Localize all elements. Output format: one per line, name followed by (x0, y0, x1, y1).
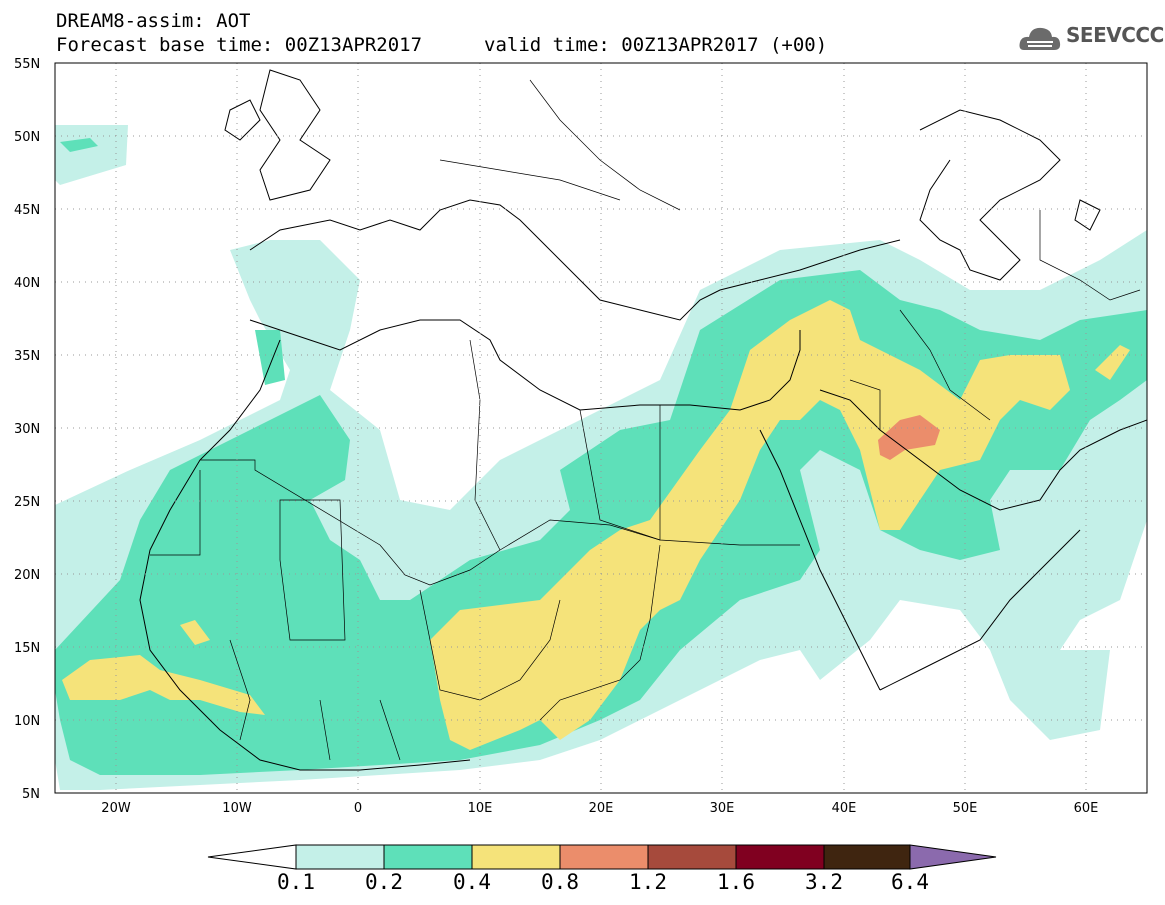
valid-time: valid time: 00Z13APR2017 (+00) (484, 34, 828, 56)
colorbar-swatch (295, 844, 385, 870)
y-tick: 40N (14, 276, 40, 291)
x-tick: 0 (354, 801, 362, 816)
colorbar-label: 1.6 (717, 870, 755, 894)
y-tick: 30N (14, 422, 40, 437)
y-tick: 10N (14, 714, 40, 729)
y-tick-labels: 55N 50N 45N 40N 35N 30N 25N 20N 15N 10N … (14, 57, 40, 802)
y-tick: 5N (22, 787, 40, 802)
x-tick: 10W (222, 801, 252, 816)
seevccc-logo: SEEVCCC (1066, 23, 1164, 47)
y-tick: 35N (14, 349, 40, 364)
x-tick: 20E (589, 801, 614, 816)
map-frame (54, 62, 1148, 794)
x-tick: 20W (101, 801, 131, 816)
colorbar-label: 0.4 (453, 870, 491, 894)
y-tick: 50N (14, 130, 40, 145)
lat-lon-grid (55, 63, 1147, 793)
x-tick: 30E (710, 801, 735, 816)
y-tick: 20N (14, 568, 40, 583)
colorbar-swatch (471, 844, 561, 870)
colorbar-swatch (735, 844, 825, 870)
map-title: DREAM8-assim: AOT (56, 10, 251, 32)
aot-field (55, 125, 1147, 790)
x-tick: 10E (468, 801, 493, 816)
y-tick: 45N (14, 203, 40, 218)
colorbar-label: 1.2 (629, 870, 667, 894)
colorbar-swatch (383, 844, 473, 870)
colorbar-under-arrow (207, 844, 297, 870)
cloud-icon (1019, 27, 1061, 50)
y-tick: 15N (14, 641, 40, 656)
forecast-base-time: Forecast base time: 00Z13APR2017 (56, 34, 423, 56)
colorbar-swatch (559, 844, 649, 870)
colorbar-label: 0.1 (277, 870, 315, 894)
x-tick: 60E (1074, 801, 1099, 816)
aot-band-0.4 (62, 300, 1130, 750)
colorbar-swatch (647, 844, 737, 870)
colorbar-over-arrow (909, 844, 997, 870)
colorbar-label: 0.8 (541, 870, 579, 894)
colorbar (207, 844, 997, 870)
x-tick: 40E (832, 801, 857, 816)
colorbar-label: 6.4 (891, 870, 929, 894)
y-tick: 55N (14, 57, 40, 72)
x-tick: 50E (953, 801, 978, 816)
colorbar-swatch (823, 844, 911, 870)
x-tick-labels: 20W 10W 0 10E 20E 30E 40E 50E 60E (101, 801, 1098, 816)
colorbar-label: 3.2 (805, 870, 843, 894)
y-tick: 25N (14, 495, 40, 510)
colorbar-label: 0.2 (365, 870, 403, 894)
coastlines (139, 69, 1147, 771)
aot-band-0.8 (878, 415, 940, 460)
